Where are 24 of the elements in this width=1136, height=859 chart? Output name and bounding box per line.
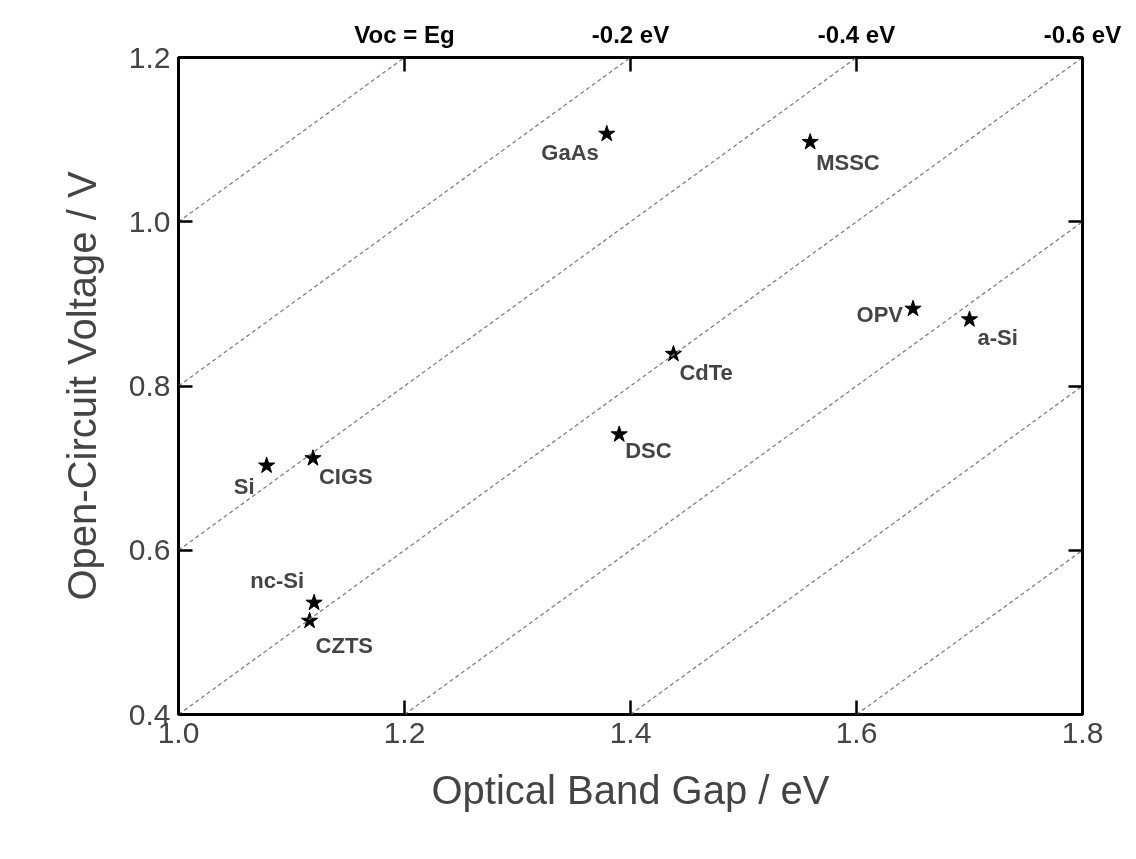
annotation: GaAs [541,139,599,165]
annotation: CIGS [318,464,373,490]
x-tick-label: 1.6 [835,715,878,749]
y-axis-title: Open-Circuit Voltage / V [59,171,104,601]
x-tick-label: 1.4 [609,715,652,749]
annotation: Si [233,473,255,499]
x-tick-label: 1.2 [383,715,426,749]
y-tick-label: 0.8 [128,369,171,402]
series-label: -0.2 eV [591,20,670,48]
series-label: -0.6 eV [1043,20,1122,48]
annotation: nc-Si [250,567,305,593]
y-tick-label: 0.6 [128,533,171,567]
series-label: -0.4 eV [817,20,896,48]
annotation: CdTe [679,359,733,385]
annotation: CZTS [315,632,374,658]
series-label: Voc = Eg [354,20,455,48]
annotation: DSC [625,438,672,464]
x-axis-title: Optical Band Gap / eV [431,767,830,812]
y-tick-label: 1.0 [128,204,171,238]
annotation: MSSC [816,150,880,176]
annotation: OPV [856,302,904,328]
x-tick-label: 1.8 [1061,715,1104,749]
annotation: a-Si [977,325,1018,351]
y-tick-label: 1.2 [128,40,171,74]
